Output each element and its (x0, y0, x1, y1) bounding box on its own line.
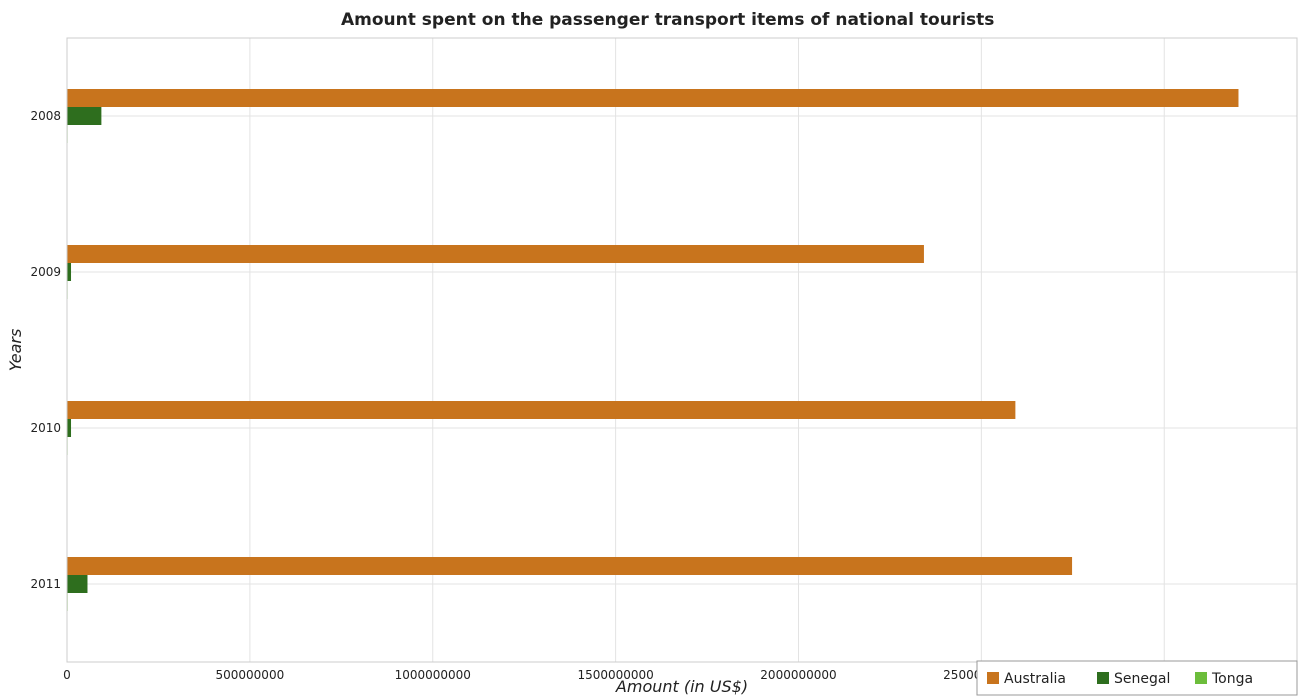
legend-swatch-australia (987, 672, 999, 684)
x-tick-label: 1500000000 (577, 668, 653, 682)
legend-label-tonga: Tonga (1211, 671, 1253, 687)
bar-senegal-2008 (67, 107, 102, 125)
grid-layer (66, 38, 1297, 662)
legend-box (976, 660, 1298, 696)
bar-australia-2009 (67, 245, 924, 263)
bar-layer (67, 89, 1239, 611)
tick-layer: 0 500000000 1000000000 1500000000 2000000000… (30, 109, 1202, 682)
legend-swatch-senegal (1097, 672, 1109, 684)
plot-frame (66, 37, 1298, 663)
y-tick-label: 2011 (30, 577, 61, 591)
bar-australia-2011 (67, 557, 1073, 575)
x-tick-label: 1000000000 (395, 668, 471, 682)
x-tick-label: 500000000 (216, 668, 285, 682)
legend-swatch-tonga (1195, 672, 1207, 684)
chart-title: Amount spent on the passenger transport … (341, 10, 994, 30)
y-tick-label: 2009 (30, 265, 61, 279)
bar-australia-2008 (67, 89, 1239, 107)
bar-australia-2010 (67, 401, 1016, 419)
x-axis-label: Amount (in US$) (615, 677, 748, 696)
y-tick-label: 2010 (30, 421, 61, 435)
bar-senegal-2010 (67, 419, 72, 437)
x-tick-label: 2000000000 (760, 668, 836, 682)
y-tick-label: 2008 (30, 109, 61, 123)
legend: Australia Senegal Tonga (976, 660, 1298, 696)
legend-label-senegal: Senegal (1114, 671, 1170, 687)
x-tick-label: 0 (63, 668, 71, 682)
bar-senegal-2009 (67, 263, 72, 281)
y-axis-label: Years (6, 329, 25, 372)
legend-label-australia: Australia (1004, 671, 1066, 687)
bar-senegal-2011 (67, 575, 88, 593)
